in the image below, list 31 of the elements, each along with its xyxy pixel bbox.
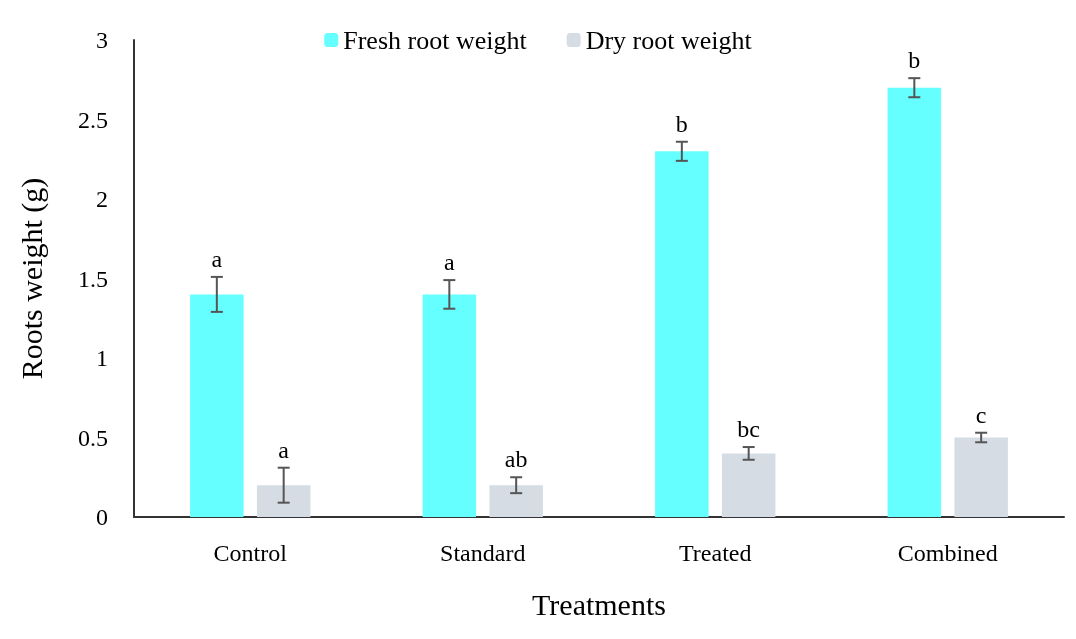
data-label: bc: [737, 416, 760, 443]
bar: [655, 151, 709, 517]
y-tick-label: 1: [96, 345, 108, 371]
bar: [887, 87, 942, 517]
x-tick-label: Combined: [897, 540, 998, 566]
data-label: b: [675, 110, 688, 137]
data-label: a: [444, 249, 455, 276]
y-tick-label: 2: [96, 186, 108, 212]
y-tick-label: 3: [96, 27, 108, 53]
data-label: c: [975, 401, 987, 428]
bar: [721, 453, 776, 517]
bar: [190, 294, 244, 517]
bar: [489, 485, 543, 517]
data-label: ab: [504, 446, 528, 473]
x-tick-label: Control: [213, 540, 288, 566]
bar: [256, 485, 311, 517]
x-axis-title: Treatments: [532, 587, 666, 621]
y-axis-title: Roots weight (g): [14, 177, 49, 380]
x-tick-label: Treated: [679, 540, 752, 566]
data-label: b: [908, 47, 921, 74]
y-tick-label: 1.5: [78, 265, 108, 292]
bar: [954, 437, 1008, 517]
legend-label: Fresh root weight: [343, 25, 528, 55]
legend-label: Dry root weight: [585, 25, 753, 55]
y-tick-label: 2.5: [78, 106, 108, 133]
data-label: a: [211, 245, 223, 272]
y-tick-label: 0: [96, 504, 108, 530]
y-tick-label: 0.5: [78, 424, 108, 451]
x-tick-label: Standard: [440, 540, 526, 566]
bar: [422, 294, 477, 517]
data-label: a: [278, 436, 290, 463]
